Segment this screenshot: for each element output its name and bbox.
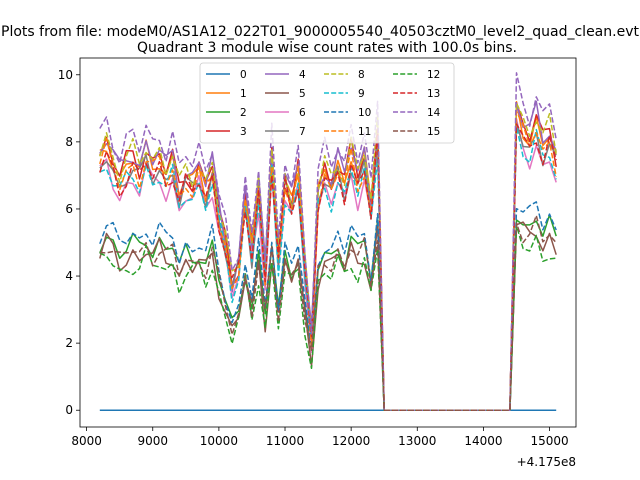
y-tick-label: 10 bbox=[58, 68, 73, 82]
plot-frame bbox=[79, 57, 577, 428]
legend-label-3: 3 bbox=[240, 126, 247, 138]
x-tick-label: 8000 bbox=[71, 434, 102, 448]
legend-label-5: 5 bbox=[299, 88, 306, 100]
legend-label-4: 4 bbox=[299, 69, 306, 81]
y-tick-label: 0 bbox=[65, 403, 73, 417]
series-line-15 bbox=[99, 214, 557, 411]
x-axis: 8000 9000 10000 11000 12000 13000 14000 15000 bbox=[71, 427, 569, 448]
x-tick-label: 13000 bbox=[398, 434, 436, 448]
legend-label-14: 14 bbox=[427, 107, 441, 119]
x-tick-label: 15000 bbox=[530, 434, 568, 448]
x-tick-label: 9000 bbox=[137, 434, 168, 448]
legend-label-6: 6 bbox=[299, 107, 306, 119]
y-tick-label: 8 bbox=[65, 135, 73, 149]
y-tick-label: 6 bbox=[65, 202, 73, 216]
y-tick-label: 2 bbox=[65, 336, 73, 350]
x-tick-label: 14000 bbox=[464, 434, 502, 448]
y-axis: 0 2 4 6 8 10 bbox=[58, 68, 80, 417]
legend-label-9: 9 bbox=[358, 88, 365, 100]
legend-label-7: 7 bbox=[299, 126, 306, 138]
series-layer bbox=[99, 72, 557, 411]
legend-label-13: 13 bbox=[427, 88, 440, 100]
x-tick-label: 10000 bbox=[200, 434, 238, 448]
x-tick-label: 11000 bbox=[266, 434, 304, 448]
legend-label-12: 12 bbox=[427, 69, 440, 81]
figure-suptitle: Plots from file: modeM0/AS1A12_022T01_90… bbox=[1, 24, 639, 40]
series-line-11 bbox=[99, 111, 557, 411]
legend-label-2: 2 bbox=[240, 107, 247, 119]
legend-label-0: 0 bbox=[240, 69, 247, 81]
legend-label-10: 10 bbox=[358, 107, 371, 119]
legend-label-1: 1 bbox=[240, 88, 247, 100]
legend-box bbox=[199, 62, 455, 144]
legend-label-8: 8 bbox=[358, 69, 365, 81]
legend-label-11: 11 bbox=[358, 126, 371, 138]
y-tick-label: 4 bbox=[65, 269, 73, 283]
chart-title: Quadrant 3 module wise count rates with … bbox=[137, 40, 517, 56]
x-offset-label: +4.175e8 bbox=[517, 455, 576, 469]
legend-label-15: 15 bbox=[427, 126, 440, 138]
x-tick-label: 12000 bbox=[332, 434, 370, 448]
